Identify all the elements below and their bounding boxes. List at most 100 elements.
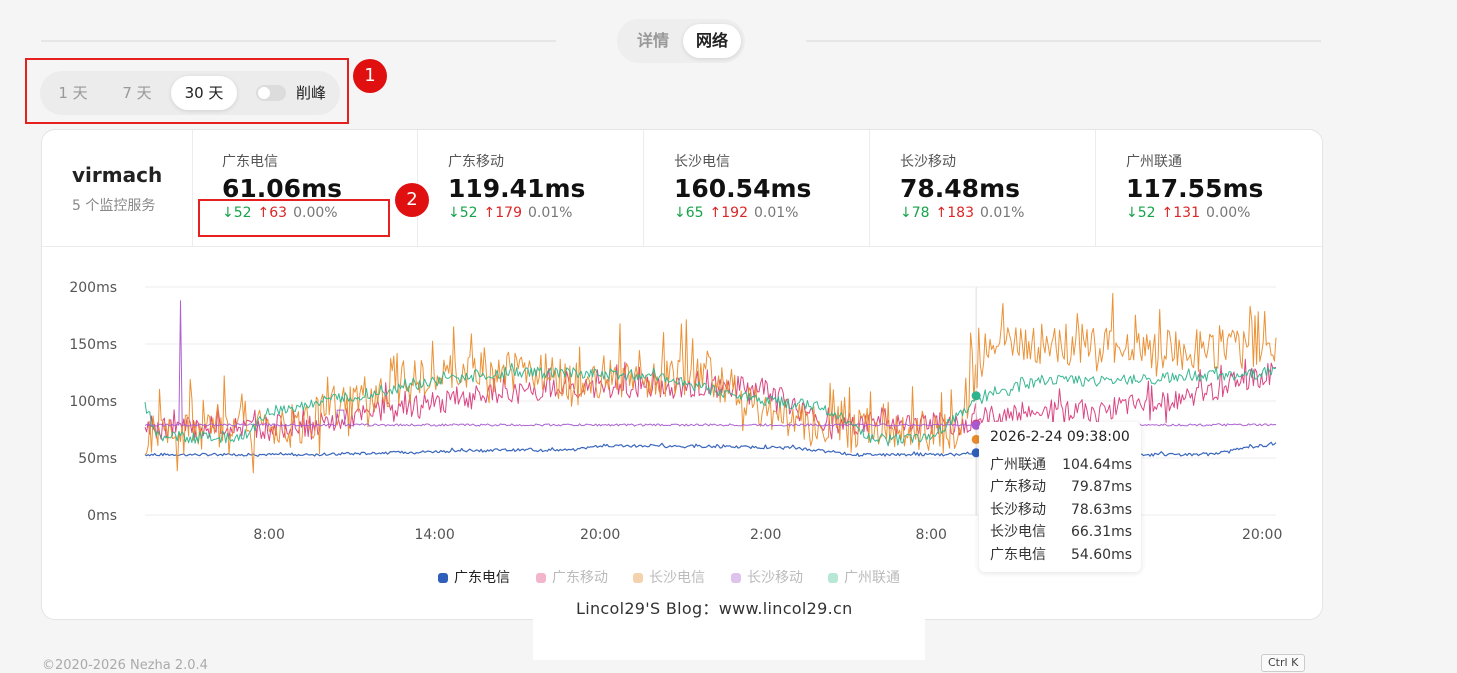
- stat-value: 78.48ms: [900, 174, 1021, 203]
- stat-name: 广州联通: [1126, 154, 1182, 170]
- range-30d-button[interactable]: 30 天: [171, 76, 237, 110]
- header-divider-left: [41, 40, 556, 42]
- annotation-badge-1: 1: [353, 59, 387, 93]
- stat-value: 117.55ms: [1126, 174, 1264, 203]
- top-tabs: 详情 网络: [617, 19, 745, 63]
- stat-max: ↑183: [935, 205, 974, 221]
- annotation-badge-2: 2: [395, 183, 429, 217]
- legend-swatch: [536, 573, 546, 583]
- y-tick-label: 50ms: [78, 451, 117, 467]
- stat-min: ↓52: [1126, 205, 1156, 221]
- legend-swatch: [828, 573, 838, 583]
- tooltip-series-name: 长沙移动: [990, 502, 1046, 518]
- stat-max: ↑63: [257, 205, 288, 221]
- blog-watermark: Lincol29'S Blog：www.lincol29.cn: [576, 599, 853, 618]
- stat-card[interactable]: 广东移动 119.41ms ↓52 ↑179 0.01%: [418, 130, 644, 246]
- stat-card[interactable]: 广东电信 61.06ms ↓52 ↑63 0.00%: [192, 130, 418, 246]
- legend-label: 广东电信: [454, 570, 510, 586]
- server-subtitle: 5 个监控服务: [72, 198, 156, 214]
- stat-loss: 0.01%: [528, 205, 573, 221]
- tooltip-series-value: 104.64ms: [1062, 457, 1132, 473]
- tooltip-row: 长沙电信 66.31ms: [990, 521, 1132, 543]
- stat-value: 119.41ms: [448, 174, 586, 203]
- stat-max: ↑131: [1161, 205, 1200, 221]
- stat-name: 广东移动: [448, 154, 504, 170]
- footer-copyright: ©2020-2026 Nezha 2.0.4: [42, 658, 208, 673]
- tab-details[interactable]: 详情: [636, 31, 669, 50]
- range-1d-button[interactable]: 1 天: [58, 84, 88, 102]
- hover-point: [971, 420, 981, 430]
- tooltip-series-name: 长沙电信: [990, 524, 1046, 540]
- legend-label: 广州联通: [844, 570, 900, 586]
- stat-detail: ↓52 ↑131 0.00%: [1126, 205, 1250, 221]
- hover-point: [971, 448, 981, 458]
- x-tick-label: 8:00: [253, 527, 284, 543]
- stat-card[interactable]: 广州联通 117.55ms ↓52 ↑131 0.00%: [1096, 130, 1321, 246]
- stat-detail: ↓52 ↑63 0.00%: [222, 205, 338, 221]
- tooltip-series-name: 广东移动: [990, 479, 1046, 495]
- legend-label: 广东移动: [552, 570, 608, 586]
- watermark-backdrop: [533, 618, 925, 660]
- stat-detail: ↓65 ↑192 0.01%: [674, 205, 798, 221]
- x-tick-label: 14:00: [414, 527, 454, 543]
- tooltip-series-value: 54.60ms: [1070, 547, 1132, 563]
- legend-swatch: [438, 573, 448, 583]
- annotation-box-2: [198, 199, 390, 237]
- stat-loss: 0.00%: [1206, 205, 1251, 221]
- legend-label: 长沙移动: [747, 570, 803, 586]
- tab-network[interactable]: 网络: [683, 24, 741, 58]
- legend-swatch: [731, 573, 741, 583]
- tooltip-series-value: 66.31ms: [1070, 524, 1132, 540]
- stat-detail: ↓78 ↑183 0.01%: [900, 205, 1024, 221]
- stat-loss: 0.01%: [980, 205, 1025, 221]
- stat-detail: ↓52 ↑179 0.01%: [448, 205, 572, 221]
- series-line: [144, 362, 1277, 447]
- tooltip-series-value: 78.63ms: [1070, 502, 1132, 518]
- header-divider-right: [806, 40, 1321, 42]
- peak-cut-label: 削峰: [296, 84, 327, 102]
- tooltip-series-name: 广东电信: [990, 547, 1046, 563]
- stat-name: 长沙移动: [900, 154, 956, 170]
- stat-min: ↓65: [674, 205, 704, 221]
- hover-point: [971, 391, 981, 401]
- x-tick-label: 20:00: [1242, 527, 1282, 543]
- stat-name: 广东电信: [222, 154, 278, 170]
- legend-label: 长沙电信: [649, 570, 705, 586]
- tooltip-row: 长沙移动 78.63ms: [990, 499, 1132, 521]
- chart-legend: 广东电信 广东移动 长沙电信 长沙移动 广州联通: [42, 567, 1322, 589]
- latency-chart-svg[interactable]: 0ms 50ms 100ms 150ms 200ms 8:00 14:00 20:00 2:00…: [42, 247, 1322, 619]
- peak-cut-toggle[interactable]: [256, 85, 286, 101]
- x-tick-label: 2:00: [750, 527, 781, 543]
- tooltip-row: 广东移动 79.87ms: [990, 476, 1132, 498]
- stat-min: ↓78: [900, 205, 930, 221]
- legend-item-cs-telecom[interactable]: 长沙电信: [633, 567, 705, 589]
- legend-item-gd-telecom[interactable]: 广东电信: [438, 567, 510, 589]
- legend-item-cs-mobile[interactable]: 长沙移动: [731, 567, 803, 589]
- range-7d-button[interactable]: 7 天: [122, 84, 152, 102]
- tooltip-series-name: 广州联通: [990, 457, 1046, 473]
- hover-point: [971, 434, 981, 444]
- command-shortcut[interactable]: Ctrl K: [1261, 654, 1306, 672]
- x-tick-label: 20:00: [580, 527, 620, 543]
- latency-chart[interactable]: 0ms 50ms 100ms 150ms 200ms 8:00 14:00 20:00 2:00…: [42, 247, 1322, 619]
- range-filter: 1 天 7 天 30 天 削峰: [40, 71, 340, 115]
- stats-row: virmach 5 个监控服务 广东电信 61.06ms ↓52 ↑63 0.00%…: [42, 130, 1322, 247]
- y-tick-label: 200ms: [69, 280, 117, 296]
- stat-name: 长沙电信: [674, 154, 730, 170]
- network-card: virmach 5 个监控服务 广东电信 61.06ms ↓52 ↑63 0.00%…: [41, 129, 1323, 620]
- tooltip-row: 广州联通 104.64ms: [990, 454, 1132, 476]
- tooltip-series-value: 79.87ms: [1070, 479, 1132, 495]
- legend-item-gd-mobile[interactable]: 广东移动: [536, 567, 608, 589]
- x-tick-label: 8:00: [915, 527, 946, 543]
- server-name: virmach: [72, 163, 163, 187]
- stat-value: 160.54ms: [674, 174, 812, 203]
- legend-swatch: [633, 573, 643, 583]
- series-line: [144, 292, 1277, 474]
- stat-card[interactable]: 长沙移动 78.48ms ↓78 ↑183 0.01%: [870, 130, 1096, 246]
- stat-max: ↑179: [483, 205, 522, 221]
- legend-item-gz-unicom[interactable]: 广州联通: [828, 567, 900, 589]
- y-tick-label: 0ms: [87, 508, 117, 524]
- annotation-box-1: [25, 58, 349, 124]
- stat-value: 61.06ms: [222, 174, 343, 203]
- stat-card[interactable]: 长沙电信 160.54ms ↓65 ↑192 0.01%: [644, 130, 870, 246]
